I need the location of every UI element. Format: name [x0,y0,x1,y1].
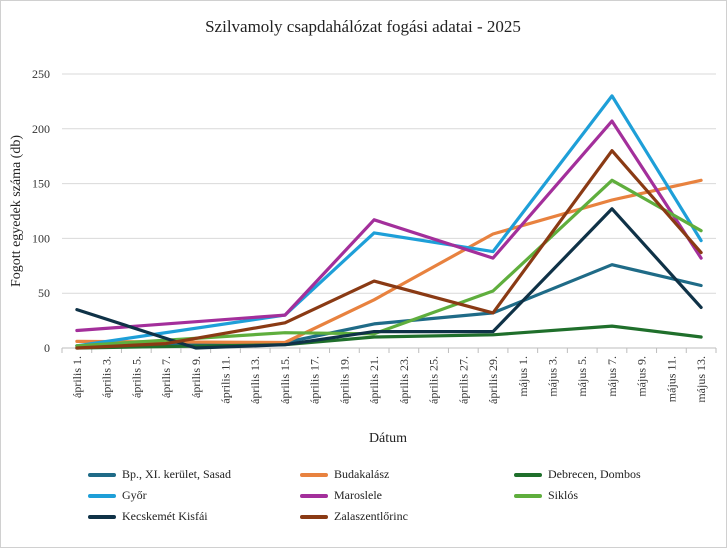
x-tick-label: április 23. [397,356,411,404]
x-tick-label: április 29. [486,356,500,404]
x-tick-label: május 11. [664,356,678,402]
x-tick-label: április 27. [456,356,470,404]
series-line-5 [75,178,703,348]
y-tick-label: 250 [32,67,50,81]
x-tick-label: április 7. [159,356,173,398]
x-tick-label: április 9. [189,356,203,398]
y-tick-label: 200 [32,122,50,136]
y-tick-label: 0 [44,341,50,355]
series-line-7 [75,149,703,350]
x-tick-label: május 13. [694,356,708,403]
series-lines [75,94,703,350]
x-tick-label: április 17. [308,356,322,404]
x-tick-label: április 13. [248,356,262,404]
y-tick-label: 150 [32,177,50,191]
x-tick-label: május 9. [635,356,649,397]
y-axis-label: Fogott egyedek száma (db) [9,135,24,287]
x-tick-label: április 11. [219,356,233,404]
x-tick-labels: április 1. április 3. április 5. április 7.… [61,348,717,404]
x-tick-label: április 1. [70,356,84,398]
series-line-1 [75,178,703,345]
series-line-6 [75,207,703,350]
x-axis-label: Dátum [369,431,407,446]
y-tick-labels: 0 50 100 150 200 250 [32,67,50,355]
x-tick-label: április 25. [427,356,441,404]
x-tick-label: április 19. [337,356,351,404]
series-line-0 [75,263,703,348]
series-line-3 [75,94,703,348]
y-tick-label: 100 [32,231,50,245]
series-line-4 [75,119,703,333]
x-tick-label: május 3. [546,356,560,397]
gridlines [62,73,716,349]
x-tick-label: április 5. [129,356,143,398]
x-tick-label: április 3. [100,356,114,398]
x-tick-label: május 1. [516,356,530,397]
x-tick-label: április 21. [367,356,381,404]
x-tick-label: május 7. [605,356,619,397]
chart-title: Szilvamoly csapdahálózat fogási adatai -… [205,17,521,36]
x-tick-label: május 5. [575,356,589,397]
x-tick-label: április 15. [278,356,292,404]
y-tick-label: 50 [38,286,50,300]
